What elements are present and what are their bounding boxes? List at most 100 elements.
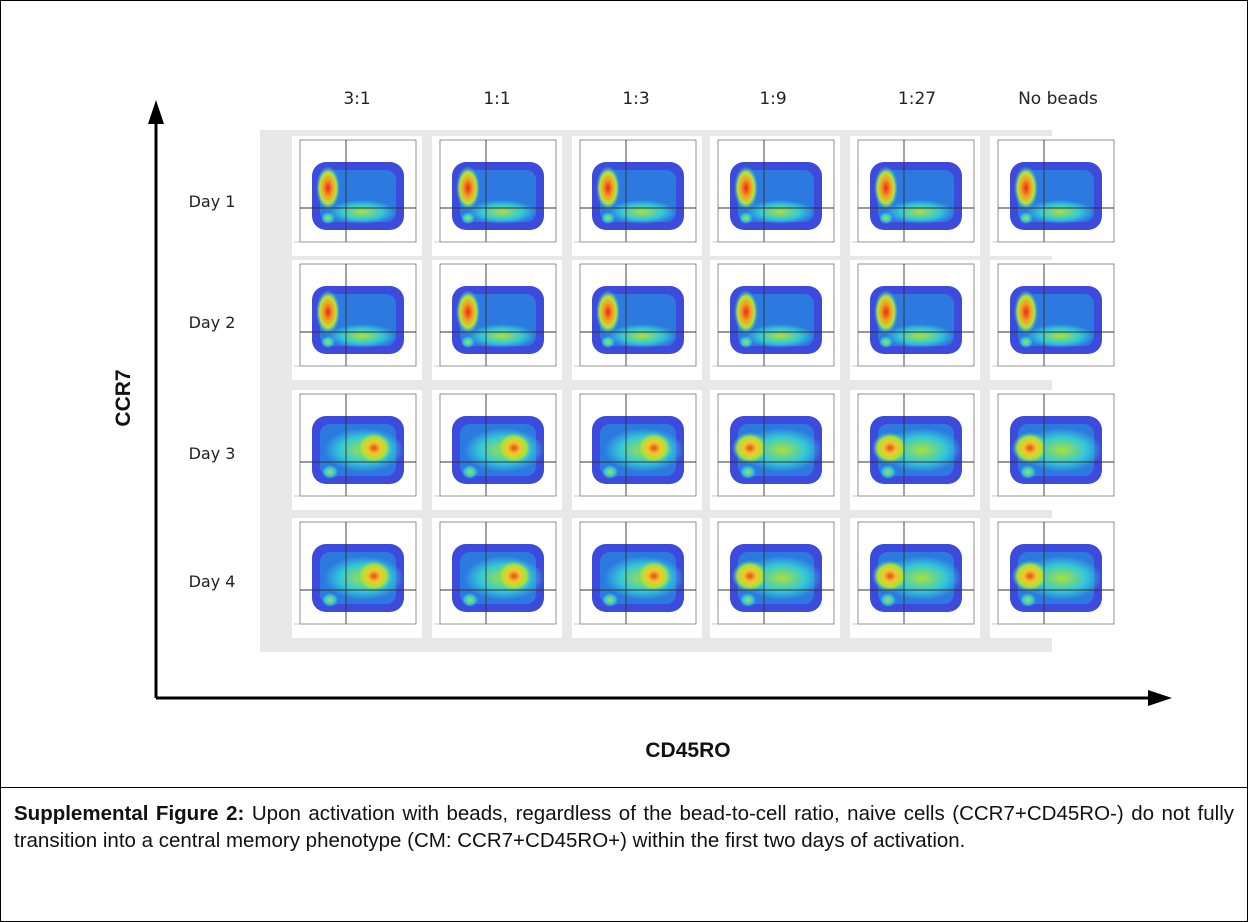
density-spot <box>879 212 893 224</box>
density-band <box>1026 200 1094 224</box>
density-band <box>468 200 536 224</box>
column-label-1-27: 1:27 <box>898 89 936 109</box>
density-spot <box>880 593 896 607</box>
density-spot <box>879 336 893 348</box>
density-peak <box>1012 432 1048 464</box>
column-label-1-1: 1:1 <box>483 89 510 109</box>
flow-panel <box>990 518 1120 638</box>
density-peak <box>734 290 758 334</box>
flow-panel <box>850 136 980 256</box>
x-axis-arrow-icon <box>1148 690 1172 706</box>
density-spot <box>1019 336 1033 348</box>
density-peak <box>874 290 898 334</box>
density-peak <box>596 166 620 210</box>
density-peak <box>1014 166 1038 210</box>
flow-panel <box>432 260 562 380</box>
flow-panel <box>292 518 422 638</box>
density-band <box>328 200 396 224</box>
caption-label: Supplemental Figure 2: <box>14 802 245 825</box>
flow-panel <box>432 390 562 510</box>
row-label-day-4: Day 4 <box>189 572 236 591</box>
density-peak <box>456 290 480 334</box>
density-spot <box>462 593 478 607</box>
density-spot <box>461 212 475 224</box>
flow-panel <box>710 136 840 256</box>
x-axis-title: CD45RO <box>645 739 730 762</box>
density-peak <box>874 166 898 210</box>
row-label-day-3: Day 3 <box>189 444 236 463</box>
density-band <box>1026 324 1094 348</box>
flow-panel <box>572 390 702 510</box>
flow-panel <box>292 260 422 380</box>
density-peak <box>456 166 480 210</box>
flow-panel <box>990 390 1120 510</box>
density-band <box>746 324 814 348</box>
density-peak <box>496 432 532 464</box>
density-spot <box>461 336 475 348</box>
density-peak <box>496 560 532 592</box>
density-spot <box>321 336 335 348</box>
density-spot <box>601 336 615 348</box>
flow-panel <box>572 136 702 256</box>
y-axis-arrow-icon <box>148 100 164 124</box>
flow-panel <box>850 518 980 638</box>
density-spot <box>1020 593 1036 607</box>
density-spot <box>601 212 615 224</box>
flow-cytometry-panel-grid <box>292 136 1120 638</box>
density-spot <box>739 212 753 224</box>
density-spot <box>1019 212 1033 224</box>
density-spot <box>740 465 756 479</box>
caption-text: Upon activation with beads, regardless o… <box>14 802 1234 852</box>
density-peak <box>596 290 620 334</box>
column-label-1-9: 1:9 <box>759 89 786 109</box>
flow-panel <box>850 260 980 380</box>
density-peak <box>316 290 340 334</box>
column-label-3-1: 3:1 <box>343 89 370 109</box>
flow-panel <box>572 260 702 380</box>
density-spot <box>602 465 618 479</box>
density-band <box>608 200 676 224</box>
row-label-day-2: Day 2 <box>189 313 236 332</box>
caption-divider <box>0 787 1248 788</box>
density-peak <box>1014 290 1038 334</box>
flow-panel <box>990 260 1120 380</box>
density-peak <box>356 432 392 464</box>
density-spot <box>1020 465 1036 479</box>
density-band <box>328 324 396 348</box>
density-band <box>608 324 676 348</box>
flow-panel <box>990 136 1120 256</box>
density-spot <box>322 593 338 607</box>
density-spot <box>321 212 335 224</box>
density-spot <box>322 465 338 479</box>
density-peak <box>636 560 672 592</box>
column-label-1-3: 1:3 <box>622 89 649 109</box>
density-peak <box>734 166 758 210</box>
flow-panel <box>432 136 562 256</box>
density-peak <box>316 166 340 210</box>
density-peak <box>872 560 908 592</box>
density-peak <box>356 560 392 592</box>
density-band <box>468 324 536 348</box>
flow-panel <box>850 390 980 510</box>
density-band <box>886 324 954 348</box>
flow-panel <box>292 390 422 510</box>
density-band <box>886 200 954 224</box>
density-peak <box>732 432 768 464</box>
figure-caption: Supplemental Figure 2: Upon activation w… <box>14 800 1234 854</box>
density-peak <box>1012 560 1048 592</box>
flow-panel <box>432 518 562 638</box>
density-spot <box>462 465 478 479</box>
density-peak <box>636 432 672 464</box>
flow-panel <box>710 260 840 380</box>
y-axis-title: CCR7 <box>112 369 135 426</box>
figure-graphic: CCR7 CD45RO 3:1 1:1 1:3 1:9 1:27 No bead… <box>112 89 1172 762</box>
column-label-no-beads: No beads <box>1018 89 1098 109</box>
density-spot <box>739 336 753 348</box>
flow-panel <box>710 518 840 638</box>
density-spot <box>880 465 896 479</box>
row-label-day-1: Day 1 <box>189 192 236 211</box>
flow-panel <box>572 518 702 638</box>
density-band <box>746 200 814 224</box>
density-peak <box>872 432 908 464</box>
flow-panel <box>710 390 840 510</box>
